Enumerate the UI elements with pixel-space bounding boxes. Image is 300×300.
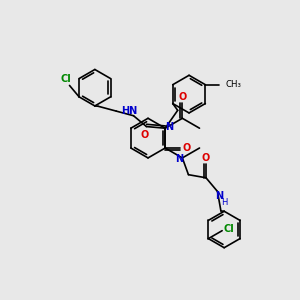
Text: O: O	[178, 92, 187, 103]
Text: O: O	[183, 143, 191, 153]
Text: HN: HN	[122, 106, 138, 116]
Text: N: N	[215, 191, 223, 201]
Text: O: O	[140, 130, 148, 140]
Text: N: N	[165, 122, 173, 132]
Text: O: O	[202, 153, 210, 163]
Text: CH₃: CH₃	[225, 80, 241, 89]
Text: Cl: Cl	[224, 224, 234, 234]
Text: Cl: Cl	[60, 74, 71, 85]
Text: H: H	[221, 198, 228, 207]
Text: N: N	[175, 154, 183, 164]
